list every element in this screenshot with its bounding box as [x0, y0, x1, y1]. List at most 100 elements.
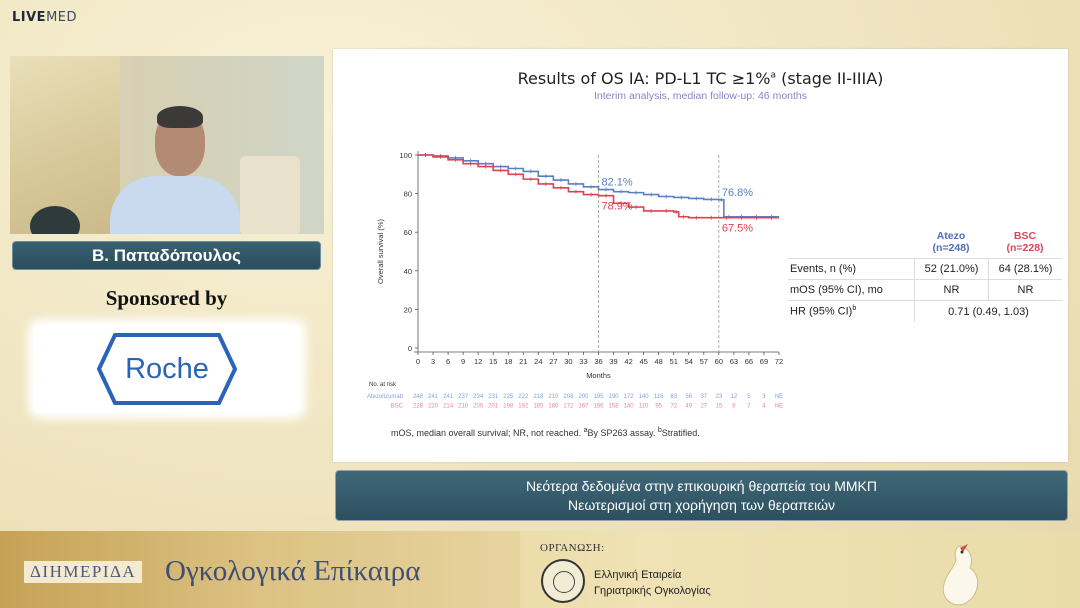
risk-value: 192 [518, 404, 529, 410]
bird-illustration-icon [942, 544, 979, 606]
caption-line-1: Νεότερα δεδομένα στην επικουρική θεραπεί… [526, 477, 877, 494]
organizer-label: ΟΡΓΑΝΩΣΗ: [540, 542, 605, 554]
risk-value: 110 [639, 404, 649, 410]
risk-value: 241 [443, 394, 454, 400]
risk-value: 237 [458, 394, 469, 400]
x-tick-label: 45 [639, 357, 647, 366]
risk-value: 167 [578, 404, 589, 410]
y-tick-label: 20 [404, 305, 412, 314]
organizer-name: Ελληνική Εταιρεία Γηριατρικής Ογκολογίας [594, 569, 711, 597]
x-tick-label: 12 [474, 357, 482, 366]
event-banner: ΔΙΗΜΕΡΙΔΑ Ογκολογικά Επίκαιρα ΟΡΓΑΝΩΣΗ: … [0, 531, 1080, 608]
slide-subtitle: Interim analysis, median follow-up: 46 m… [593, 90, 807, 102]
svg-text:Roche: Roche [125, 353, 209, 385]
risk-value: 228 [413, 404, 424, 410]
risk-value: 248 [413, 394, 424, 400]
livemed-logo: LIVEMED [12, 10, 78, 25]
session-caption: Νεότερα δεδομένα στην επικουρική θεραπεί… [335, 470, 1068, 521]
risk-value: 231 [488, 394, 499, 400]
x-tick-label: 60 [715, 357, 723, 366]
risk-value: 158 [609, 404, 620, 410]
risk-value: 23 [715, 394, 722, 400]
x-tick-label: 72 [775, 357, 783, 366]
annotation-label: 76.8% [722, 187, 753, 199]
annotation-label: 78.9% [602, 201, 633, 213]
sponsored-by-label: Sponsored by [105, 286, 228, 310]
x-tick-label: 66 [745, 357, 753, 366]
risk-value: 72 [670, 404, 677, 410]
risk-value: 218 [533, 394, 544, 400]
x-tick-label: 57 [700, 357, 708, 366]
x-tick-label: 39 [609, 357, 617, 366]
risk-value: 205 [473, 404, 484, 410]
risk-value: 201 [488, 404, 499, 410]
risk-value: 200 [578, 394, 589, 400]
x-tick-label: 48 [654, 357, 662, 366]
risk-value: 8 [732, 404, 736, 410]
risk-value: 225 [503, 394, 514, 400]
risk-value: 185 [533, 404, 544, 410]
speaker-video [10, 56, 324, 234]
x-tick-label: 51 [670, 357, 678, 366]
risk-value: 37 [700, 394, 707, 400]
risk-value: 4 [762, 404, 766, 410]
presentation-slide: Results of OS IA: PD-L1 TC ≥1%a (stage I… [333, 49, 1068, 462]
caption-line-2: Νεωτερισμοί στη χορήγηση των θεραπειών [567, 496, 836, 513]
risk-value: 140 [624, 404, 635, 410]
banner-label: ΔΙΗΜΕΡΙΔΑ [24, 561, 143, 583]
risk-value: 83 [670, 394, 677, 400]
km-curve-atezolizumab [418, 154, 779, 218]
annotation-label: 82.1% [602, 177, 633, 189]
risk-value: 234 [473, 394, 484, 400]
stats-row-events: Events, n (%) 52 (21.0%) 64 (28.1%) [788, 259, 1062, 280]
y-tick-label: 40 [404, 267, 412, 276]
y-tick-label: 0 [408, 344, 412, 353]
x-tick-label: 18 [504, 357, 512, 366]
x-tick-label: 63 [730, 357, 738, 366]
stats-table-header: Atezo (n=248) BSC (n=228) [788, 225, 1062, 259]
risk-value: 220 [428, 404, 439, 410]
risk-value: 214 [443, 404, 454, 410]
x-tick-label: 69 [760, 357, 768, 366]
roche-logo: Roche [34, 325, 300, 413]
x-axis-label: Months [586, 371, 611, 380]
risk-value: 210 [548, 394, 559, 400]
risk-row-label: Atezolizumab [367, 394, 404, 400]
risk-value: NE [775, 404, 783, 410]
stats-row-hr: HR (95% CI)b 0.71 (0.49, 1.03) [788, 301, 1062, 322]
x-tick-label: 36 [594, 357, 602, 366]
x-tick-label: 3 [431, 357, 435, 366]
speaker-name-label: Β. Παπαδόπουλος [12, 241, 321, 270]
x-tick-label: 54 [685, 357, 693, 366]
risk-value: 56 [685, 394, 692, 400]
risk-value: 166 [593, 404, 604, 410]
risk-value: 208 [563, 394, 574, 400]
banner-title: Ογκολογικά Επίκαιρα [165, 555, 421, 587]
x-tick-label: 27 [549, 357, 557, 366]
x-tick-label: 42 [624, 357, 632, 366]
slide-title: Results of OS IA: PD-L1 TC ≥1%a (stage I… [517, 69, 884, 88]
risk-value: 5 [747, 394, 751, 400]
annotation-label: 67.5% [722, 223, 753, 235]
risk-value: 95 [655, 404, 662, 410]
risk-value: 27 [700, 404, 707, 410]
risk-value: 241 [428, 394, 439, 400]
x-tick-label: 24 [534, 357, 542, 366]
x-tick-label: 30 [564, 357, 572, 366]
x-tick-label: 33 [579, 357, 587, 366]
risk-value: 49 [685, 404, 692, 410]
risk-value: 12 [731, 394, 738, 400]
x-tick-label: 0 [416, 357, 420, 366]
risk-value: 140 [639, 394, 650, 400]
slide-footnote: mOS, median overall survival; NR, not re… [391, 427, 700, 438]
risk-row-label: BSC [391, 404, 404, 410]
risk-value: 210 [458, 404, 469, 410]
risk-value: 15 [715, 404, 722, 410]
risk-value: 198 [503, 404, 514, 410]
risk-value: 172 [563, 404, 574, 410]
organizer-seal-icon [541, 559, 585, 603]
stats-table: Atezo (n=248) BSC (n=228) Events, n (%) 52… [788, 225, 1062, 322]
y-tick-label: 80 [404, 190, 412, 199]
x-tick-label: 15 [489, 357, 497, 366]
